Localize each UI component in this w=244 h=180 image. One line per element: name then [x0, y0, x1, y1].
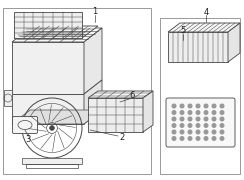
Circle shape [212, 137, 216, 140]
Circle shape [204, 111, 208, 114]
Circle shape [172, 111, 176, 114]
Text: 6: 6 [129, 91, 135, 100]
Circle shape [204, 124, 208, 127]
Polygon shape [88, 91, 153, 98]
Circle shape [212, 130, 216, 134]
Polygon shape [228, 23, 240, 62]
Polygon shape [4, 90, 12, 106]
Circle shape [196, 111, 200, 114]
Circle shape [212, 111, 216, 114]
Circle shape [204, 130, 208, 134]
Circle shape [172, 130, 176, 134]
Circle shape [204, 104, 208, 108]
Circle shape [172, 124, 176, 127]
Circle shape [212, 104, 216, 108]
Polygon shape [12, 94, 84, 124]
Circle shape [196, 130, 200, 134]
Circle shape [188, 117, 192, 121]
Circle shape [220, 124, 224, 127]
Text: 1: 1 [92, 6, 98, 15]
Circle shape [196, 104, 200, 108]
Circle shape [188, 124, 192, 127]
Text: 3: 3 [25, 136, 31, 145]
FancyBboxPatch shape [166, 98, 235, 147]
Circle shape [180, 117, 184, 121]
Polygon shape [88, 98, 143, 132]
Circle shape [212, 117, 216, 121]
Polygon shape [143, 91, 153, 132]
Circle shape [188, 137, 192, 140]
Text: 4: 4 [203, 8, 209, 17]
Circle shape [204, 117, 208, 121]
Bar [22, 158, 82, 164]
Polygon shape [12, 28, 102, 42]
Bar [26, 164, 78, 168]
Polygon shape [84, 28, 102, 94]
Circle shape [180, 111, 184, 114]
Circle shape [196, 117, 200, 121]
Text: 2: 2 [119, 134, 125, 143]
Circle shape [220, 104, 224, 108]
Circle shape [50, 126, 54, 130]
Circle shape [172, 104, 176, 108]
Polygon shape [168, 32, 228, 62]
Circle shape [220, 111, 224, 114]
Circle shape [220, 137, 224, 140]
Circle shape [172, 137, 176, 140]
Circle shape [180, 124, 184, 127]
Circle shape [220, 117, 224, 121]
FancyBboxPatch shape [12, 116, 38, 134]
Circle shape [196, 124, 200, 127]
Circle shape [180, 137, 184, 140]
Polygon shape [84, 80, 102, 124]
Circle shape [212, 124, 216, 127]
Bar [3, 8, 151, 174]
Circle shape [188, 104, 192, 108]
Circle shape [188, 130, 192, 134]
Polygon shape [12, 42, 84, 94]
Polygon shape [14, 12, 82, 38]
Bar [160, 18, 240, 174]
Circle shape [188, 111, 192, 114]
Circle shape [172, 117, 176, 121]
Circle shape [180, 104, 184, 108]
Circle shape [204, 137, 208, 140]
Polygon shape [14, 26, 98, 38]
Polygon shape [168, 23, 240, 32]
Circle shape [180, 130, 184, 134]
Circle shape [220, 130, 224, 134]
Circle shape [196, 137, 200, 140]
Polygon shape [12, 110, 102, 124]
Text: 5: 5 [180, 26, 186, 35]
